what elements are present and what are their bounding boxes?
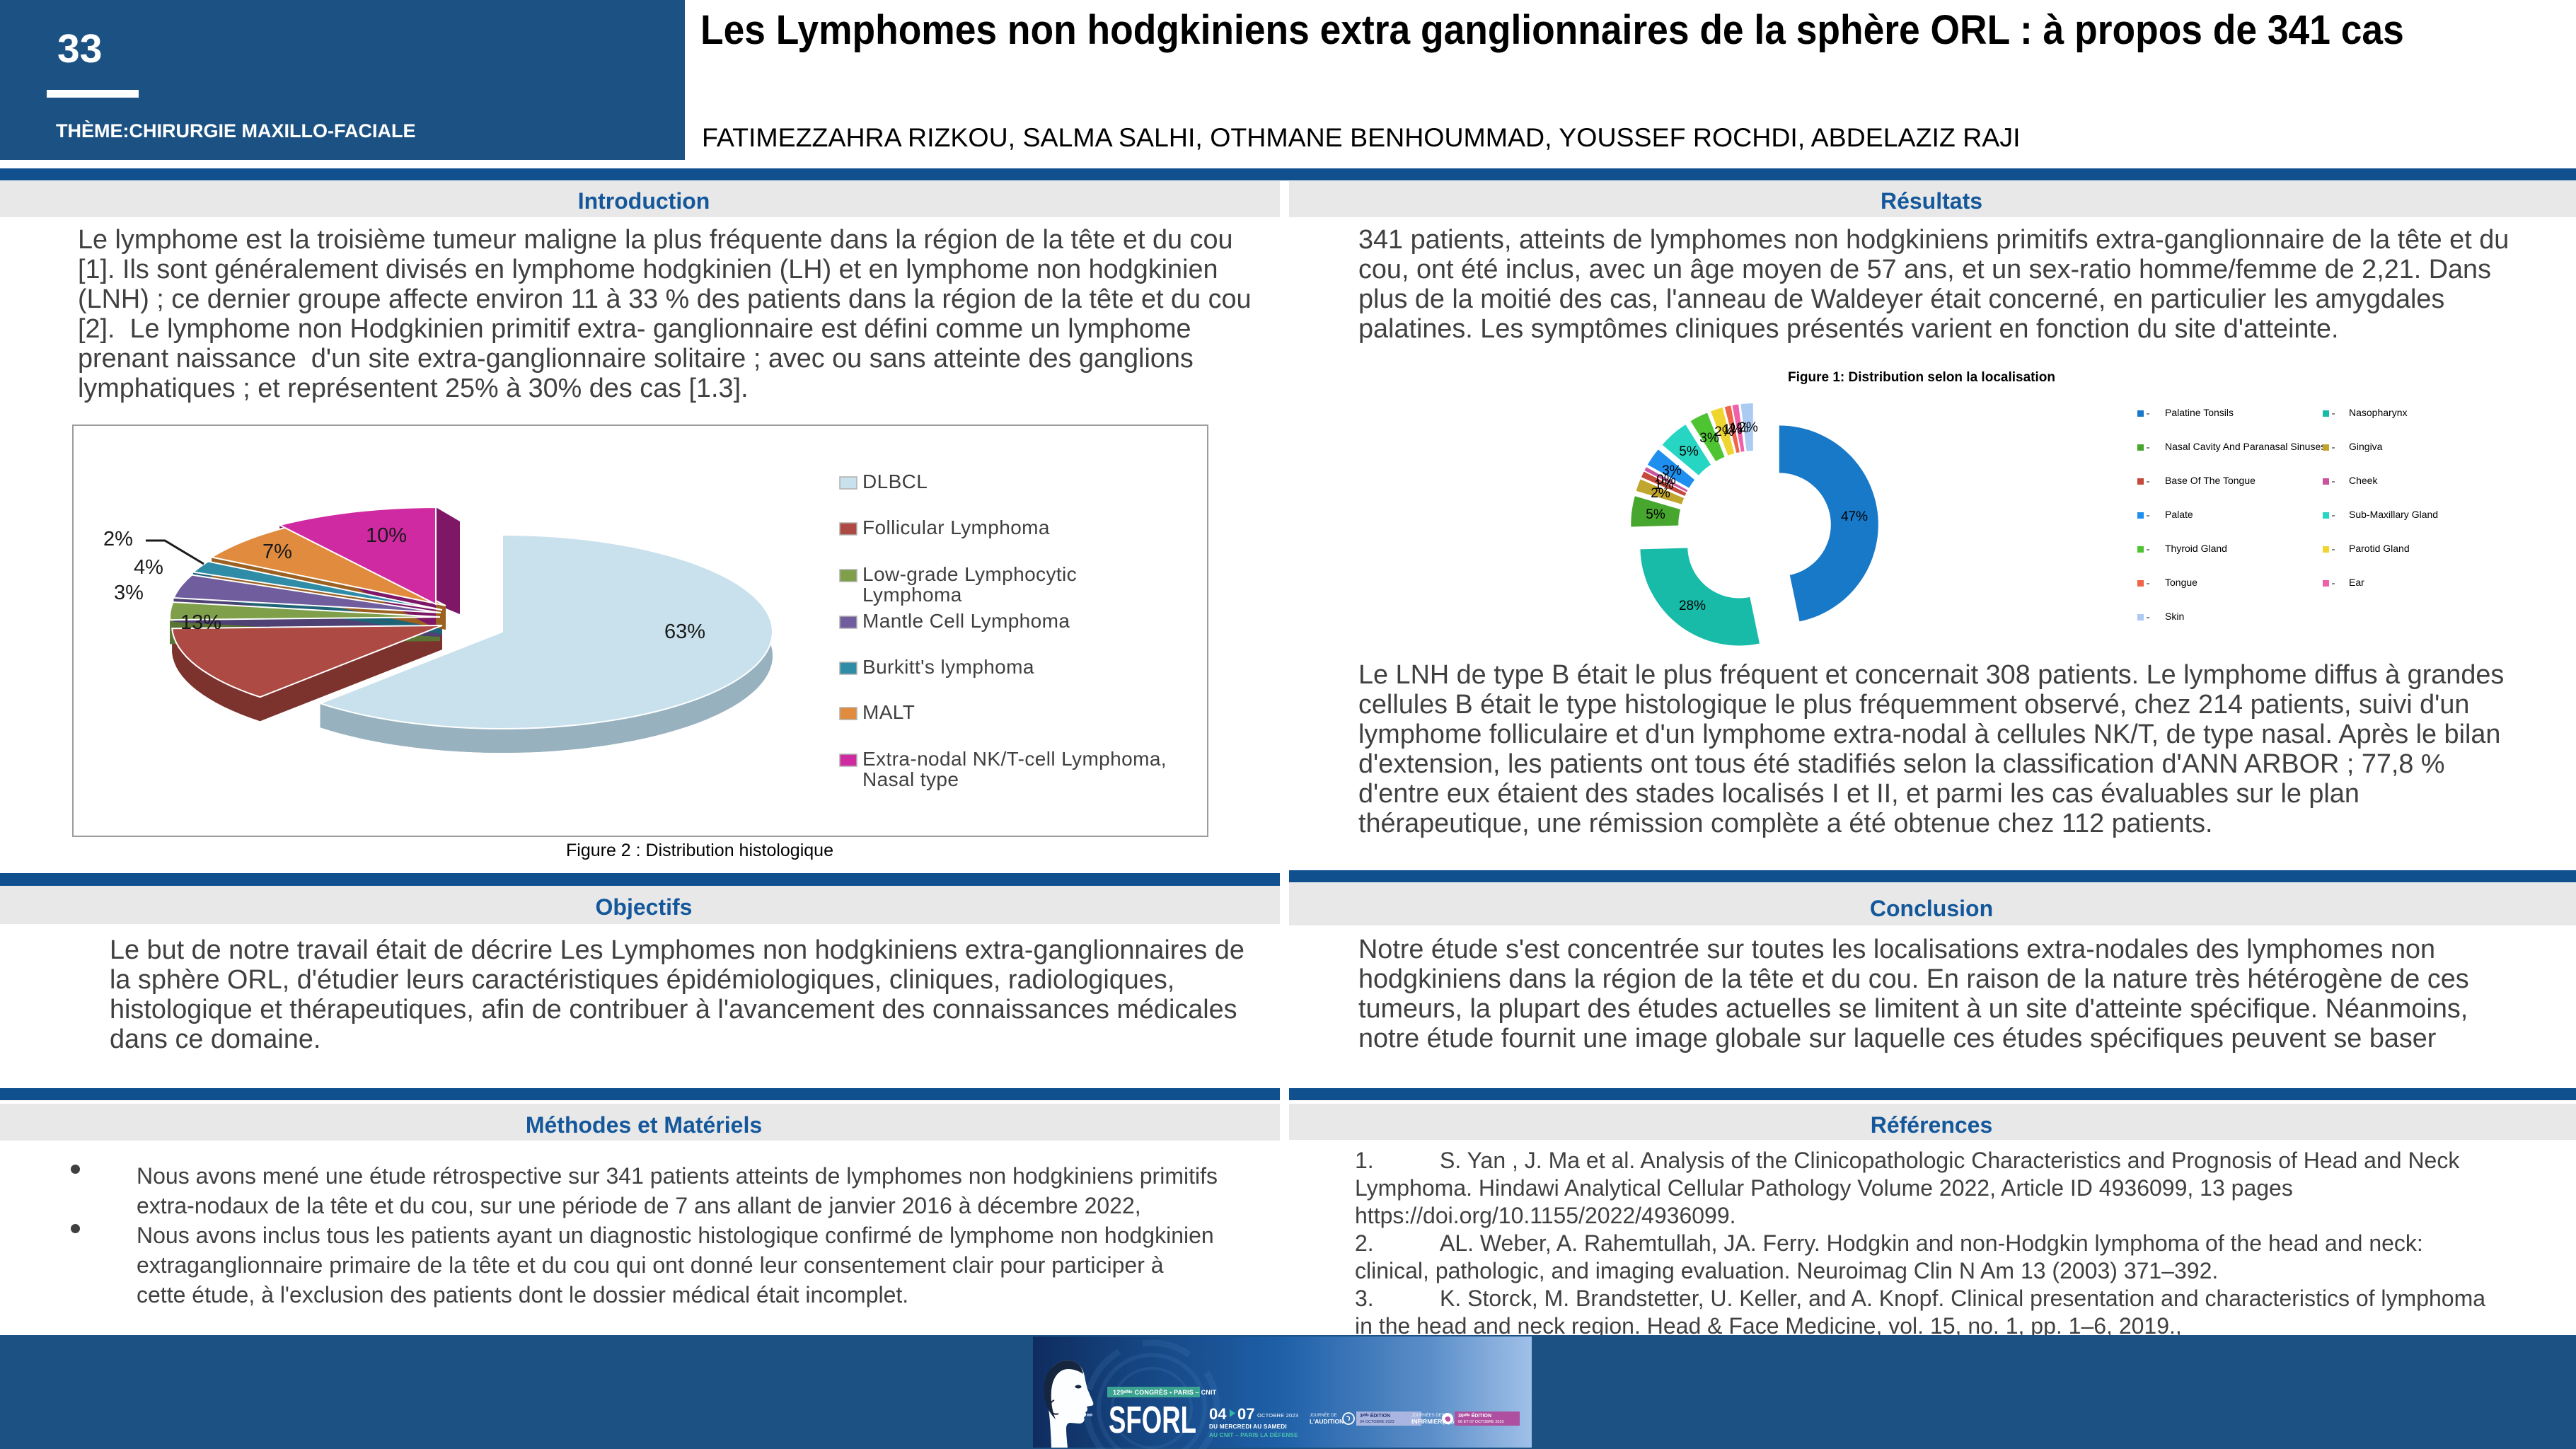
svg-text:1%: 1%: [1723, 422, 1743, 437]
svg-text:AU CNIT – PARIS LA DÉFENSE: AU CNIT – PARIS LA DÉFENSE: [1209, 1431, 1298, 1438]
svg-text:SFORL: SFORL: [1109, 1399, 1196, 1441]
svg-text:Thyroid Gland: Thyroid Gland: [2165, 543, 2227, 554]
svg-text:MALT: MALT: [862, 701, 915, 723]
svg-text:Burkitt's lymphoma: Burkitt's lymphoma: [862, 656, 1034, 678]
svg-text:4%: 4%: [134, 556, 163, 579]
svg-text:3ᵉᴹᵉ ÉDITION: 3ᵉᴹᵉ ÉDITION: [1360, 1412, 1390, 1419]
svg-text:10%: 10%: [366, 524, 407, 547]
svg-text:Sub-Maxillary Gland: Sub-Maxillary Gland: [2349, 509, 2438, 520]
svg-text:Parotid Gland: Parotid Gland: [2349, 543, 2410, 554]
svg-text:Mantle Cell Lymphoma: Mantle Cell Lymphoma: [862, 610, 1070, 632]
svg-text:13%: 13%: [180, 611, 221, 634]
svg-text:1%: 1%: [1729, 421, 1749, 436]
svg-text:0%: 0%: [1656, 473, 1676, 487]
svg-text:2%: 2%: [103, 528, 133, 550]
svg-text:7%: 7%: [262, 541, 292, 563]
svg-text:Skin: Skin: [2165, 611, 2184, 622]
svg-text:L'AUDITION: L'AUDITION: [1310, 1418, 1344, 1425]
svg-text:30ᵉᴹᵉ ÉDITION: 30ᵉᴹᵉ ÉDITION: [1458, 1412, 1491, 1419]
svg-text:INFIRMIER(E)S: INFIRMIER(E)S: [1411, 1418, 1455, 1425]
svg-text:04: 04: [1209, 1405, 1227, 1423]
svg-text:07: 07: [1237, 1405, 1254, 1423]
svg-text:5%: 5%: [1679, 444, 1699, 459]
svg-text:Low-grade Lymphocytic: Low-grade Lymphocytic: [862, 563, 1077, 585]
svg-text:JOURNÉE DE: JOURNÉE DE: [1310, 1413, 1337, 1418]
svg-text:5%: 5%: [1646, 507, 1665, 522]
svg-text:1%: 1%: [1654, 478, 1674, 492]
svg-text:3%: 3%: [114, 582, 144, 604]
svg-text:DU MERCREDI AU SAMEDI: DU MERCREDI AU SAMEDI: [1209, 1424, 1287, 1430]
svg-text:Palatine Tonsils: Palatine Tonsils: [2165, 407, 2234, 418]
svg-text:Cheek: Cheek: [2349, 475, 2378, 486]
svg-text:Ear: Ear: [2349, 577, 2364, 588]
svg-text:Gingiva: Gingiva: [2349, 441, 2383, 452]
svg-text:2%: 2%: [1738, 420, 1758, 435]
svg-text:47%: 47%: [1841, 509, 1868, 524]
svg-text:Follicular Lymphoma: Follicular Lymphoma: [862, 516, 1050, 538]
svg-text:Nasal type: Nasal type: [862, 768, 959, 790]
svg-text:Extra-nodal NK/T-cell Lymphoma: Extra-nodal NK/T-cell Lymphoma,: [862, 748, 1167, 770]
svg-text:Palate: Palate: [2165, 509, 2193, 520]
svg-text:Lymphoma: Lymphoma: [862, 584, 962, 606]
svg-text:06 ET 07 OCTOBRE 2023: 06 ET 07 OCTOBRE 2023: [1458, 1420, 1504, 1424]
svg-text:DLBCL: DLBCL: [862, 471, 928, 492]
svg-text:Nasal Cavity And Paranasal Sin: Nasal Cavity And Paranasal Sinuses: [2165, 441, 2326, 452]
svg-text:JOURNÉES DES: JOURNÉES DES: [1411, 1413, 1445, 1418]
svg-text:129ᵈᴹᵉ CONGRÈS • PARIS – CNIT: 129ᵈᴹᵉ CONGRÈS • PARIS – CNIT: [1113, 1389, 1217, 1396]
svg-text:2%: 2%: [1714, 425, 1734, 439]
svg-text:Base Of The Tongue: Base Of The Tongue: [2165, 475, 2256, 486]
svg-text:Tongue: Tongue: [2165, 577, 2197, 588]
svg-text:3%: 3%: [1662, 463, 1682, 478]
svg-text:63%: 63%: [664, 620, 705, 643]
svg-text:28%: 28%: [1679, 599, 1706, 613]
svg-text:Nasopharynx: Nasopharynx: [2349, 407, 2408, 418]
svg-text:04 OCTOBRE 2023: 04 OCTOBRE 2023: [1360, 1420, 1394, 1424]
svg-text:2%: 2%: [1651, 486, 1670, 501]
svg-text:OCTOBRE 2023: OCTOBRE 2023: [1257, 1412, 1298, 1419]
svg-text:3%: 3%: [1699, 431, 1719, 446]
